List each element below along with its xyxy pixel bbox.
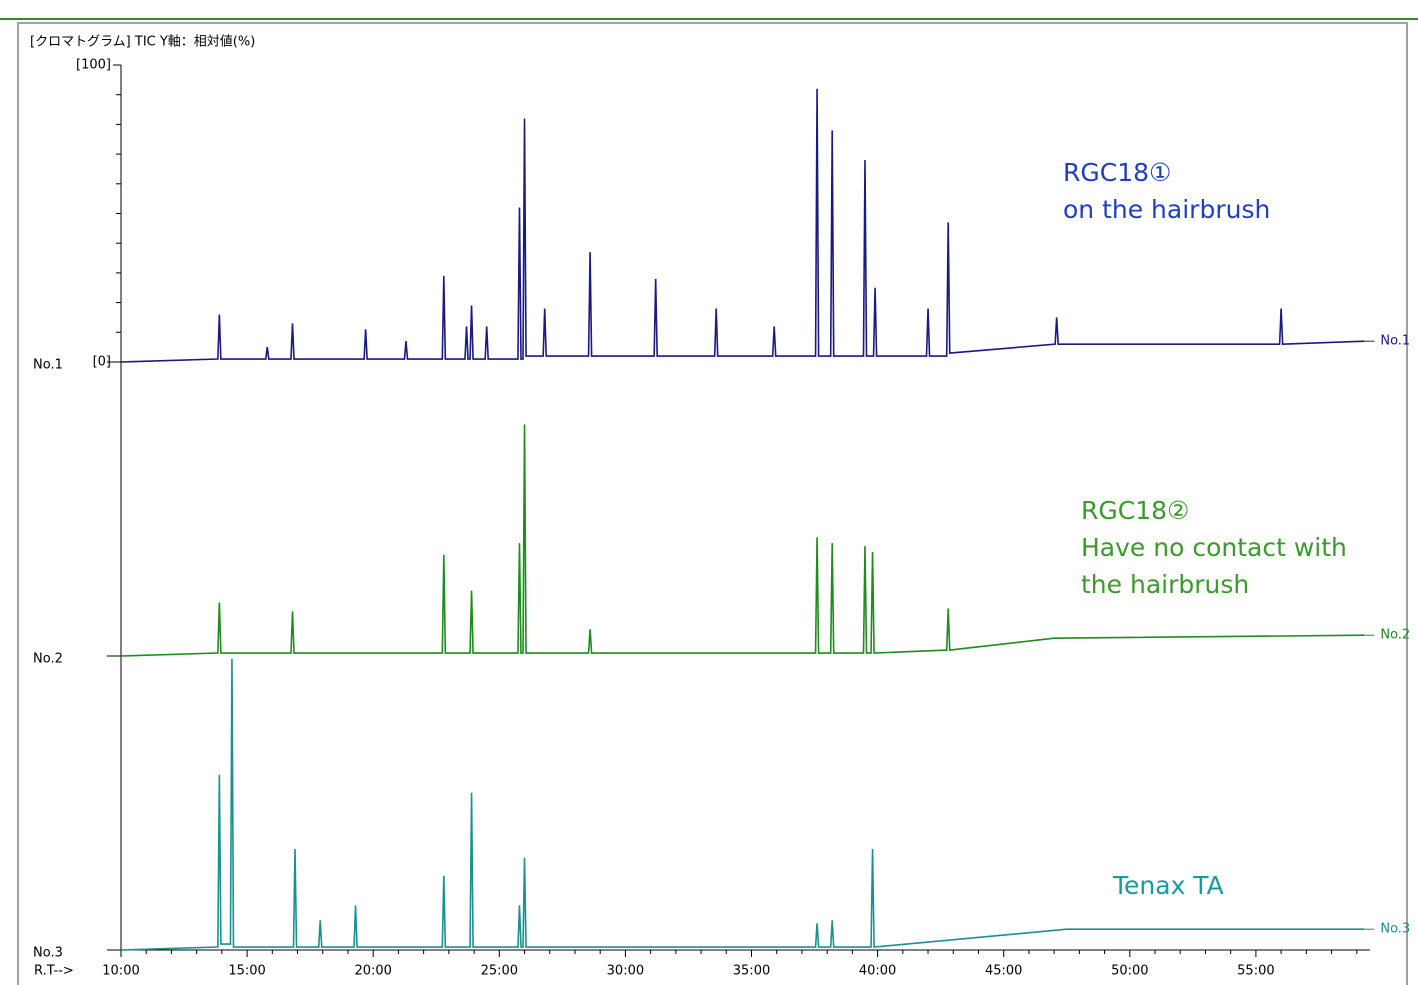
x-tick-label: 55:00 <box>1237 964 1274 979</box>
x-tick-label: 45:00 <box>985 964 1022 979</box>
annotation: RGC18① on the hairbrush <box>1063 154 1270 228</box>
series-label-left: No.1 <box>33 358 63 373</box>
series-label-left: No.2 <box>33 652 63 667</box>
top-bar <box>0 0 1418 20</box>
x-tick-label: 15:00 <box>228 964 265 979</box>
chart-title: [クロマトグラム] TIC Y軸：相対値(%) <box>30 34 255 50</box>
annotation-line: RGC18① <box>1063 158 1172 187</box>
y-tick-label: [0] <box>93 355 111 370</box>
trace <box>120 88 1365 363</box>
x-tick-label: 10:00 <box>102 964 139 979</box>
annotation-line: Have no contact with <box>1081 533 1347 562</box>
series-label-left: No.3 <box>33 946 63 961</box>
x-tick-label: 35:00 <box>733 964 770 979</box>
window-frame <box>17 22 1408 985</box>
annotation-line: the hairbrush <box>1081 570 1250 599</box>
x-tick-label: 40:00 <box>859 964 896 979</box>
x-tick-label: 20:00 <box>354 964 391 979</box>
x-tick-label: 25:00 <box>481 964 518 979</box>
annotation: Tenax TA <box>1113 867 1224 904</box>
annotation-line: Tenax TA <box>1113 871 1224 900</box>
x-tick-label: 30:00 <box>607 964 644 979</box>
legend-entry: No.3 <box>1380 922 1410 937</box>
y-tick-label: [100] <box>76 58 111 73</box>
legend-entry: No.2 <box>1380 628 1410 643</box>
trace <box>120 424 1365 657</box>
annotation-line: on the hairbrush <box>1063 195 1271 224</box>
legend-entry: No.1 <box>1380 334 1410 349</box>
x-axis-label: R.T--> <box>34 964 74 979</box>
annotation-line: RGC18② <box>1081 496 1190 525</box>
trace <box>120 658 1365 951</box>
x-tick-label: 50:00 <box>1111 964 1148 979</box>
annotation: RGC18② Have no contact with the hairbrush <box>1081 492 1347 603</box>
